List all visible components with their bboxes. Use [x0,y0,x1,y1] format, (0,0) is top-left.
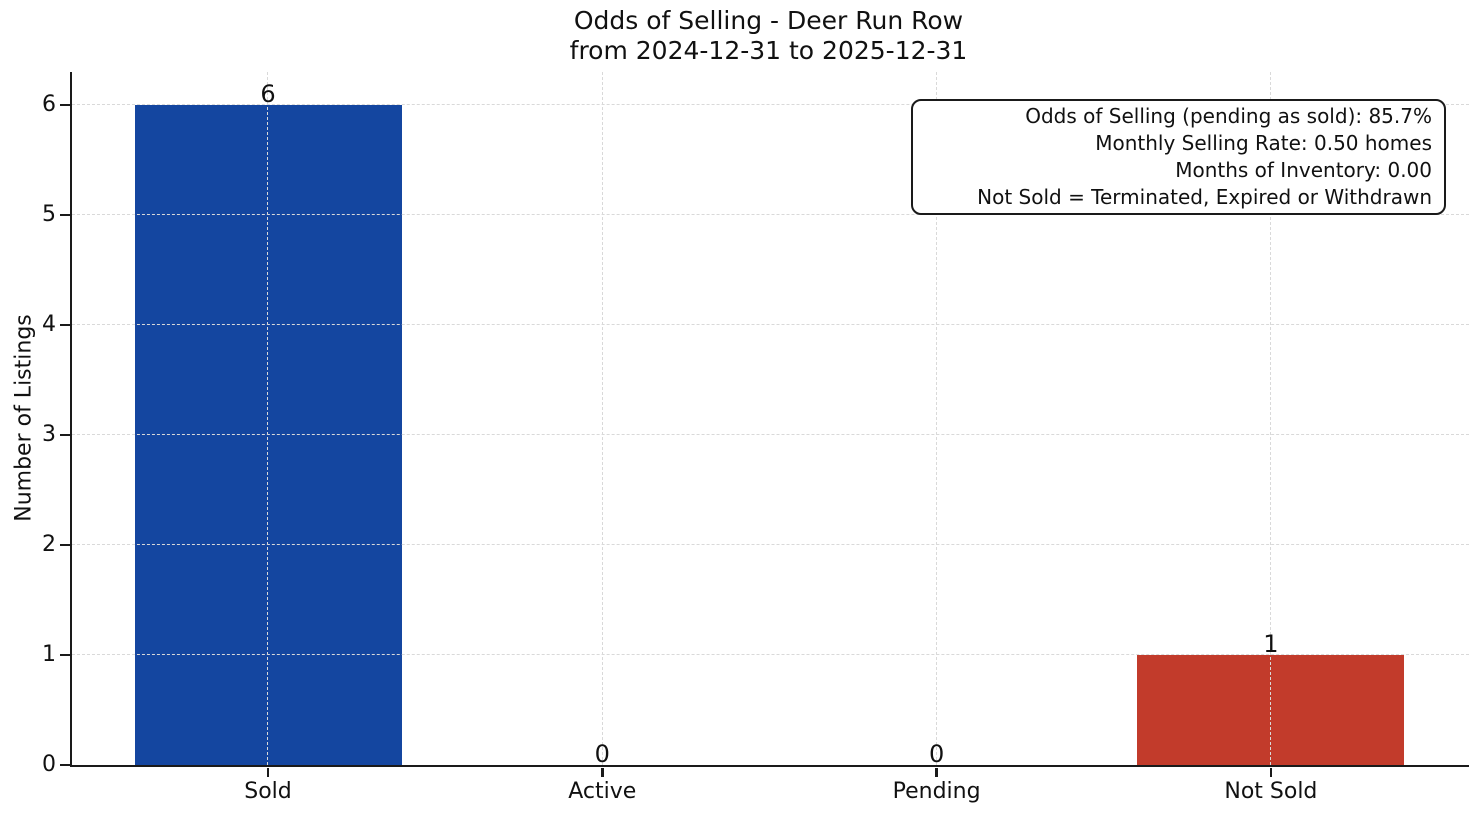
x-tick-label: Pending [892,779,981,804]
y-tick-label: 4 [42,312,56,337]
gridline-horizontal [72,324,1469,326]
x-tick-mark [601,767,604,777]
gridline-horizontal [72,434,1469,436]
x-tick-mark [266,767,270,777]
gridline-vertical [935,72,937,765]
y-tick-label: 1 [42,642,56,667]
gridline-vertical [1270,72,1272,765]
annotation-line: Not Sold = Terminated, Expired or Withdr… [977,185,1432,209]
y-tick-label: 0 [42,752,56,777]
gridline-horizontal [72,544,1469,546]
y-tick-mark [60,653,72,657]
y-tick-mark [60,103,72,107]
x-tick-mark [1269,767,1273,777]
plot-area: Sold 6 Active 0 Pending 0 Not Sold 1 0 1 2 3 4 5 6 [42,72,1469,804]
gridline-horizontal [72,104,1469,106]
y-tick-mark [60,763,72,767]
y-tick-mark [60,543,72,547]
chart-title-block: Odds of Selling - Deer Run Row from 2024… [70,6,1467,66]
annotation-line: Monthly Selling Rate: 0.50 homes [1095,131,1432,155]
y-tick-mark [60,323,72,327]
bar-value-label: 0 [594,740,610,768]
x-tick-label: Active [568,779,637,804]
y-tick-mark [60,213,72,217]
x-tick-label: Sold [244,779,292,804]
bar-value-label: 1 [1263,630,1279,658]
bar-value-label: 6 [260,80,276,108]
chart-title: Odds of Selling - Deer Run Row [573,6,964,35]
y-tick-label: 2 [42,532,56,557]
annotation-box: Odds of Selling (pending as sold): 85.7%… [911,99,1446,215]
y-tick-mark [60,433,72,437]
gridline-horizontal [72,654,1469,656]
annotation-line: Odds of Selling (pending as sold): 85.7% [1025,104,1432,128]
y-tick-label: 5 [42,202,56,227]
x-tick-label: Not Sold [1224,779,1318,804]
y-axis-label: Number of Listings [11,314,37,522]
x-tick-mark [935,767,938,777]
gridline-vertical [601,72,603,765]
y-tick-label: 3 [42,422,56,447]
y-tick-label: 6 [42,92,56,117]
bar-value-label: 0 [928,740,945,768]
gridline-vertical [267,72,269,765]
annotation-line: Months of Inventory: 0.00 [1175,158,1432,182]
chart-subtitle: from 2024-12-31 to 2025-12-31 [569,36,968,65]
gridline-horizontal [72,214,1469,216]
